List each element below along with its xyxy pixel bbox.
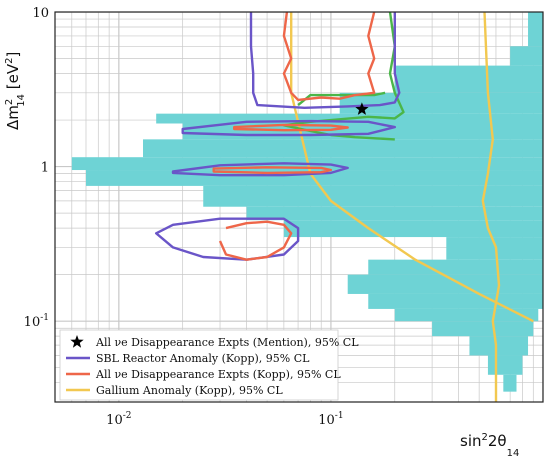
region-band: [283, 220, 543, 238]
best-fit-star: [355, 102, 369, 115]
region-band: [368, 293, 543, 309]
x-tick-label: 10-1: [318, 411, 343, 428]
x-axis-label: sin22θ14: [460, 432, 519, 456]
contour-line: [181, 119, 396, 137]
legend-label: All νe Disappearance Expts (Kopp), 95% C…: [95, 368, 341, 381]
contours: [155, 12, 534, 402]
region-band: [432, 321, 534, 337]
region-band: [394, 308, 539, 322]
y-axis-label: Δm214 [eV2]: [4, 52, 27, 130]
legend-label: Gallium Anomaly (Kopp), 95% CL: [96, 384, 283, 397]
contour-line: [481, 12, 501, 402]
region-band: [368, 259, 543, 275]
region-band: [487, 355, 523, 375]
legend-star-icon: [70, 335, 84, 348]
y-tick-label: 10: [32, 6, 49, 21]
legend-label: All νe Disappearance Expts (Mention), 95…: [95, 336, 359, 349]
legend-label: SBL Reactor Anomaly (Kopp), 95% CL: [96, 352, 310, 365]
region-band: [143, 139, 543, 158]
y-tick-label: 1: [41, 161, 49, 176]
y-tick-label: 10-1: [24, 313, 49, 330]
plot-frame: [54, 11, 544, 403]
legend: All νe Disappearance Expts (Mention), 95…: [59, 329, 359, 401]
region-band: [446, 237, 543, 260]
region-band: [347, 274, 543, 294]
contour-line: [218, 220, 293, 261]
region-band: [339, 92, 543, 114]
contour-line: [212, 166, 333, 175]
contour-line: [171, 162, 349, 177]
region-band: [510, 46, 543, 66]
cyan-region: [71, 12, 543, 392]
region-band: [469, 336, 529, 356]
axis-ticks: 10-2 10-1 10-1 1 10: [24, 6, 344, 428]
contour-line: [155, 217, 300, 261]
region-band: [394, 65, 543, 93]
x-tick-label: 10-2: [106, 411, 131, 428]
legend-box: [59, 329, 339, 401]
region-band: [528, 12, 543, 47]
region-band: [503, 374, 517, 392]
contour-line: [233, 123, 349, 132]
contour-line: [282, 12, 376, 102]
region-band: [246, 206, 543, 221]
contour-line: [249, 12, 401, 109]
best-fit-layer: [355, 102, 369, 115]
region-band: [203, 185, 543, 207]
